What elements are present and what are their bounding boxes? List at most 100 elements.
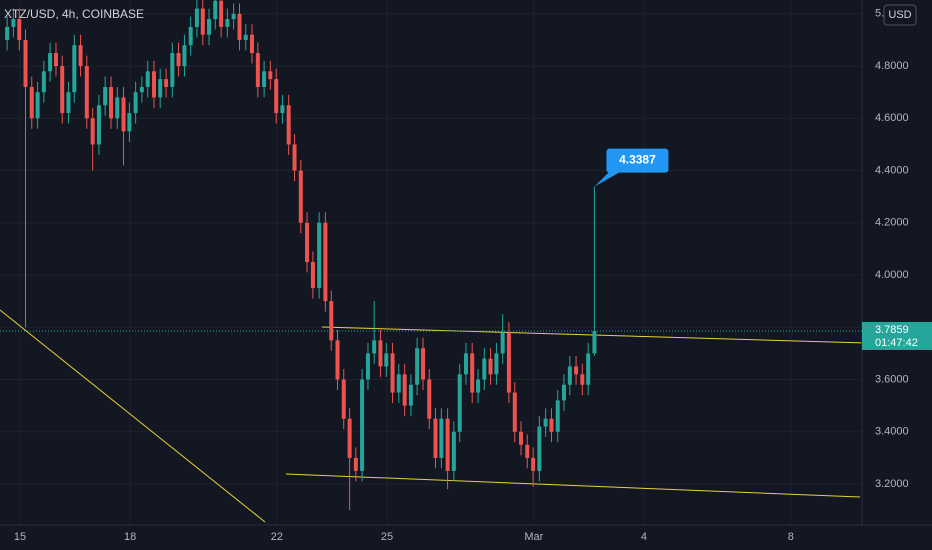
candle-body: [451, 431, 456, 471]
last-price-badge: [862, 321, 932, 350]
candle-body: [494, 353, 499, 375]
candle-body: [402, 374, 407, 406]
callout-box: [606, 148, 669, 173]
y-tick-label: 4.0000: [875, 269, 909, 281]
candle-body: [384, 353, 389, 367]
candles: [5, 0, 597, 511]
candle-body: [139, 86, 144, 93]
candle-body: [170, 53, 175, 87]
candle-body: [35, 92, 40, 119]
candle-body: [127, 113, 132, 132]
candle-body: [53, 53, 58, 67]
candle-body: [280, 105, 285, 114]
currency-badge: [883, 4, 917, 26]
candle-body: [194, 8, 199, 27]
candle-body: [390, 353, 395, 393]
candle-body: [305, 222, 310, 262]
callout-pointer: [594, 170, 623, 187]
candle-body: [90, 118, 95, 145]
candle-body: [567, 366, 572, 385]
candle-body: [151, 71, 156, 98]
axes: 3.20003.40003.60003.80004.00004.20004.40…: [14, 8, 909, 543]
chart-title: XTZ/USD, 4h, COINBASE: [4, 7, 144, 21]
x-tick-label: 22: [271, 531, 283, 543]
x-tick-label: 18: [124, 531, 136, 543]
x-tick-label: Mar: [524, 531, 543, 543]
candle-body: [408, 384, 413, 406]
candle-body: [543, 418, 548, 427]
trend-line: [0, 309, 266, 523]
candle-body: [347, 418, 352, 458]
y-tick-label: 3.4000: [875, 426, 909, 438]
candle-body: [225, 19, 230, 27]
candle-body: [506, 332, 511, 393]
candle-body: [17, 19, 22, 40]
candle-body: [457, 374, 462, 432]
trend-line: [285, 473, 861, 498]
candle-body: [531, 457, 536, 471]
candle-body: [463, 353, 468, 375]
candle-body: [317, 222, 322, 289]
candle-body: [66, 92, 71, 114]
y-tick-label: 4.2000: [875, 217, 909, 229]
candle-body: [580, 374, 585, 385]
candle-body: [103, 86, 108, 106]
candle-body: [298, 170, 303, 223]
candle-body: [188, 26, 193, 46]
y-tick-label: 4.8000: [875, 60, 909, 72]
candle-body: [555, 400, 560, 432]
candle-body: [372, 340, 377, 354]
candle-body: [341, 379, 346, 419]
candle-body: [292, 144, 297, 171]
y-tick-label: 3.2000: [875, 478, 909, 490]
x-tick-label: 8: [788, 531, 794, 543]
candle-body: [482, 358, 487, 380]
candle-body: [255, 53, 260, 87]
candle-body: [219, 0, 224, 27]
candle-body: [519, 431, 524, 445]
candle-body: [574, 366, 579, 375]
candle-body: [262, 71, 267, 87]
candle-body: [249, 34, 254, 54]
candle-body: [592, 330, 597, 354]
candle-body: [11, 19, 16, 27]
candle-body: [470, 353, 475, 393]
candle-body: [427, 379, 432, 419]
candle-body: [200, 8, 205, 35]
candle-body: [274, 79, 279, 114]
y-tick-label: 4.6000: [875, 112, 909, 124]
x-tick-label: 15: [14, 531, 26, 543]
x-tick-label: 4: [641, 531, 647, 543]
candle-body: [476, 379, 481, 393]
candle-body: [237, 13, 242, 40]
candle-body: [115, 97, 120, 119]
candle-body: [488, 358, 493, 375]
candle-body: [500, 332, 505, 354]
candle-body: [286, 105, 291, 145]
candle-body: [164, 79, 169, 87]
candle-body: [213, 0, 218, 20]
candle-body: [310, 261, 315, 289]
candle-body: [133, 92, 138, 114]
countdown-label: 01:47:42: [875, 337, 918, 349]
candle-body: [360, 379, 365, 471]
candle-body: [23, 39, 28, 87]
last-price-label: 3.7859: [875, 324, 909, 336]
candle-body: [365, 353, 370, 380]
candle-body: [5, 26, 10, 40]
candle-body: [121, 97, 126, 132]
candle-body: [329, 301, 334, 341]
candle-body: [549, 418, 554, 432]
x-tick-label: 25: [381, 531, 393, 543]
callout-label: 4.3387: [619, 153, 656, 167]
candle-body: [145, 71, 150, 87]
candle-body: [323, 222, 328, 302]
candle-body: [353, 457, 358, 471]
candle-body: [84, 66, 89, 119]
y-tick-label: 3.6000: [875, 373, 909, 385]
currency-label: USD: [888, 9, 911, 21]
candle-body: [433, 418, 438, 458]
